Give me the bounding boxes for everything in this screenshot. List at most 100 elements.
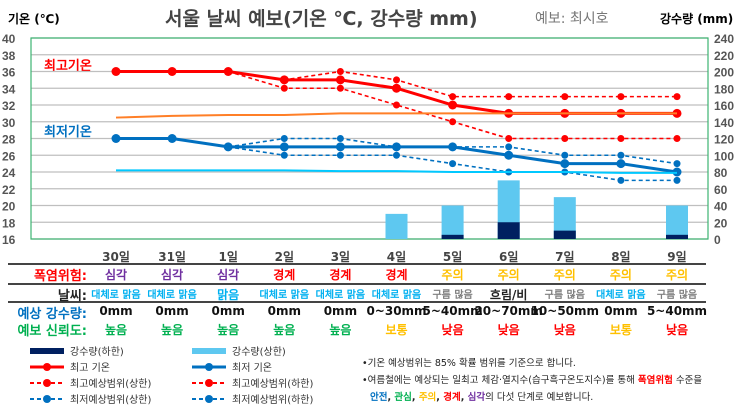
level-watch: 주의	[418, 392, 437, 403]
right-tick-label: 240	[714, 32, 734, 46]
rain-cell: 5~40mm	[646, 304, 708, 318]
left-tick-label: 38	[2, 49, 16, 63]
data-point	[673, 135, 681, 142]
legend-symbol	[192, 394, 226, 404]
heat-cell: 주의	[497, 268, 520, 282]
date-label: 8일	[611, 250, 631, 264]
right-tick-label: 160	[714, 99, 734, 113]
left-tick-label: 24	[2, 166, 16, 180]
rain-lower-bar	[553, 230, 576, 239]
left-tick-label: 22	[2, 183, 16, 197]
weather-cell: 대체로 맑음	[315, 290, 366, 301]
data-point	[617, 135, 625, 142]
series-line	[228, 70, 677, 98]
left-tick-label: 26	[2, 149, 16, 163]
level-severe: 심각	[467, 392, 486, 403]
data-point	[561, 151, 569, 159]
legend-symbol	[30, 347, 64, 354]
conf-cell: 높음	[329, 323, 352, 337]
table-divider	[8, 263, 706, 265]
conf-cell: 높음	[161, 323, 184, 337]
data-point	[449, 160, 457, 168]
right-tick-label: 40	[714, 200, 728, 214]
data-point	[336, 135, 344, 142]
legend-label: 강수량(하한)	[70, 347, 124, 358]
data-point	[505, 93, 513, 101]
rain-lower-bar	[441, 234, 464, 239]
rain-upper-bar	[553, 197, 576, 239]
date-label: 3일	[330, 250, 351, 264]
right-tick-label: 220	[714, 49, 734, 63]
data-point	[111, 134, 121, 143]
series-line	[115, 112, 677, 119]
heat-cell: 주의	[441, 268, 464, 282]
plot-area-border	[30, 37, 709, 240]
data-point	[393, 143, 400, 151]
heat-cell: 심각	[104, 268, 128, 282]
legend-item: 강수량(하한)	[30, 343, 124, 358]
data-point	[224, 143, 232, 151]
right-tick-label: 60	[714, 183, 728, 197]
legend-symbol	[192, 378, 226, 388]
left-axis-label: 기온 (℃)	[8, 12, 60, 26]
date-label: 31일	[158, 250, 186, 264]
data-point	[617, 176, 625, 184]
heat-cell: 주의	[553, 268, 576, 282]
right-tick-label: 140	[714, 116, 734, 130]
rain-lower-bar	[666, 234, 688, 239]
note-levels-text: 의 다섯 단계로 예보합니다.	[485, 392, 594, 403]
legend-symbol	[192, 347, 226, 354]
data-point	[560, 159, 570, 169]
data-point	[673, 93, 681, 101]
legend-label: 최고예상범위(상한)	[70, 379, 152, 390]
table-divider	[8, 301, 706, 303]
left-tick-label: 32	[2, 99, 16, 113]
data-point	[279, 142, 289, 152]
conf-cell: 높음	[273, 323, 296, 337]
note-levels: 안전, 관심, 주의, 경계, 심각의 다섯 단계로 예보합니다.	[370, 392, 594, 403]
weather-cell: 구름 많음	[544, 290, 585, 301]
level-care: 관심	[394, 392, 412, 403]
data-point	[336, 68, 344, 75]
weather-cell: 맑음	[217, 288, 240, 302]
left-tick-label: 36	[2, 66, 16, 80]
rain-cell: 0mm	[323, 304, 358, 318]
legend-label: 최저 기온	[232, 363, 272, 374]
data-point	[617, 151, 625, 159]
data-point	[673, 160, 681, 168]
date-label: 9일	[667, 250, 687, 264]
heat-cell: 경계	[385, 268, 408, 282]
data-point	[504, 150, 514, 160]
data-point	[617, 93, 625, 101]
right-tick-label: 180	[714, 82, 734, 96]
legend-item: 최저예상범위(하한)	[192, 391, 313, 406]
legend-label: 최저예상범위(상한)	[70, 395, 152, 406]
legend-item: 최저 기온	[192, 359, 272, 374]
right-axis-label: 강수량 (mm)	[660, 12, 734, 26]
heat-cell: 경계	[329, 268, 352, 282]
rain-cell: 20~70mm	[474, 304, 543, 318]
forecaster: 예보: 최시호	[535, 11, 609, 27]
note-heat-keyword: 폭염위험	[637, 375, 673, 386]
heat-cell: 심각	[161, 268, 184, 282]
date-label: 1일	[218, 250, 238, 264]
row-label-conf: 예보 신뢰도:	[17, 324, 87, 339]
data-point	[449, 143, 457, 151]
legend-item: 강수량(상한)	[192, 343, 286, 358]
data-point	[616, 159, 626, 169]
data-point	[393, 101, 400, 109]
rain-cell: 0mm	[211, 304, 245, 318]
data-point	[167, 134, 177, 143]
weather-cell: 흐림/비	[489, 288, 528, 302]
legend-item: 최고 기온	[30, 359, 110, 374]
date-label: 4일	[386, 250, 407, 264]
heat-cell: 주의	[609, 268, 632, 282]
data-point	[449, 93, 457, 101]
weather-cell: 대체로 맑음	[91, 290, 141, 301]
legend-item: 최고예상범위(하한)	[192, 375, 313, 390]
right-tick-label: 200	[714, 66, 734, 80]
conf-cell: 낮음	[441, 323, 464, 337]
data-point	[336, 84, 344, 92]
data-point	[335, 142, 345, 152]
